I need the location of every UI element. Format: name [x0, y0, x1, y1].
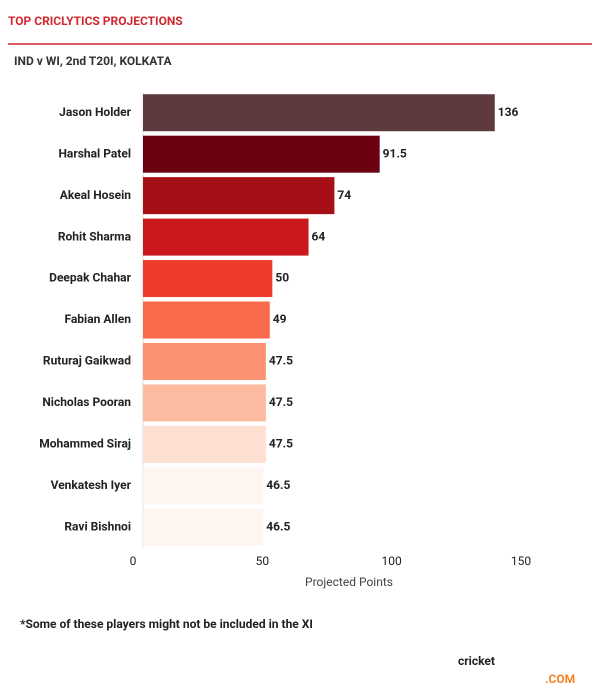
value-label: 136: [498, 105, 519, 119]
bar: [143, 94, 495, 132]
value-label: 64: [312, 229, 326, 243]
y-tick-label: Deepak Chahar: [49, 271, 131, 285]
bar: [143, 301, 270, 339]
bar: [143, 260, 273, 298]
bar: [143, 508, 264, 546]
bar: [143, 467, 264, 505]
y-tick-label: Venkatesh Iyer: [51, 478, 132, 492]
footnote: *Some of these players might not be incl…: [20, 617, 313, 631]
y-tick-label: Ravi Bishnoi: [64, 519, 131, 533]
value-label: 91.5: [383, 146, 407, 160]
y-tick-label: Akeal Hosein: [60, 188, 131, 202]
value-label: 47.5: [269, 354, 293, 368]
subtitle: IND v WI, 2nd T20I, KOLKATA: [14, 54, 172, 68]
value-label: 50: [275, 271, 289, 285]
x-tick-label: 0: [130, 554, 137, 568]
bar: [143, 342, 266, 380]
x-tick-label: 100: [382, 554, 402, 568]
value-label: 46.5: [266, 519, 290, 533]
y-tick-label: Jason Holder: [59, 105, 131, 119]
bar: [143, 135, 380, 173]
x-axis-label: Projected Points: [305, 575, 393, 589]
y-tick-label: Nicholas Pooran: [42, 395, 131, 409]
bar: [143, 384, 266, 422]
y-tick-label: Fabian Allen: [65, 312, 132, 326]
x-tick-label: 50: [256, 554, 270, 568]
chart-title: TOP CRICLYTICS PROJECTIONS: [8, 14, 183, 28]
bar: [143, 177, 335, 215]
y-tick-label: Harshal Patel: [58, 146, 131, 160]
y-tick-label: Rohit Sharma: [58, 229, 132, 243]
y-tick-label: Ruturaj Gaikwad: [43, 354, 131, 368]
value-label: 46.5: [266, 478, 290, 492]
logo: cricket: [458, 654, 495, 668]
value-label: 47.5: [269, 395, 293, 409]
bar: [143, 425, 266, 463]
value-label: 74: [337, 188, 351, 202]
x-tick-label: 150: [511, 554, 531, 568]
value-label: 47.5: [269, 437, 293, 451]
y-tick-label: Mohammed Siraj: [39, 437, 131, 451]
value-label: 49: [273, 312, 287, 326]
logo-suffix: .COM: [545, 672, 575, 686]
bar: [143, 218, 309, 256]
